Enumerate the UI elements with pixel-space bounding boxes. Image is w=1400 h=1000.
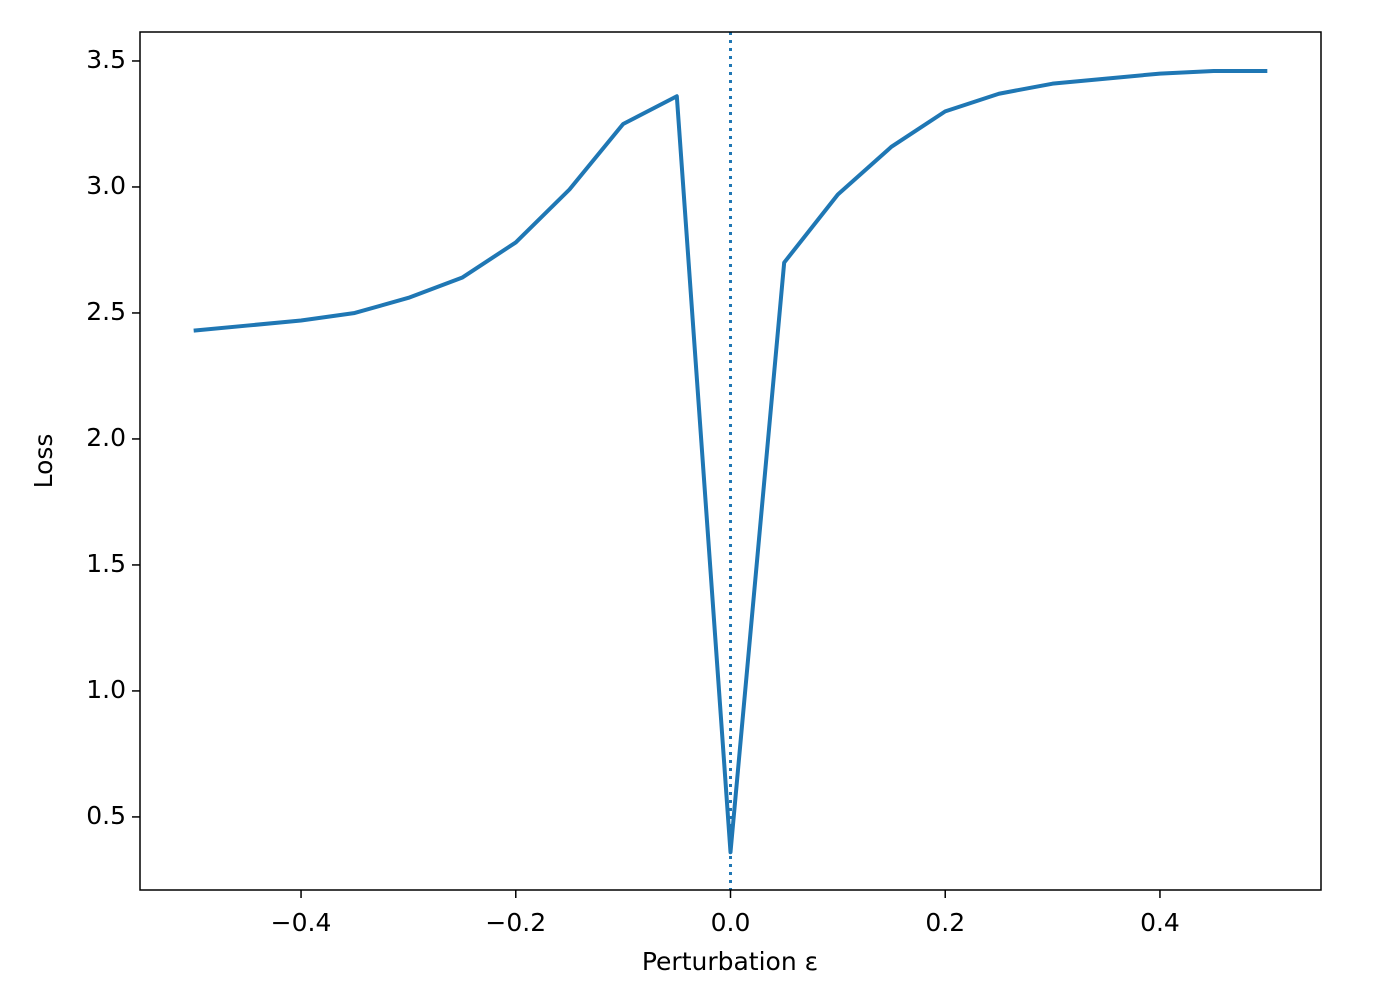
y-tick-label: 2.0 (86, 423, 126, 452)
x-tick-label: −0.4 (271, 908, 332, 937)
y-axis-label: Loss (29, 434, 58, 489)
y-tick-label: 3.5 (86, 45, 126, 74)
y-tick-label: 1.0 (86, 675, 126, 704)
x-tick-label: 0.4 (1140, 908, 1180, 937)
y-tick-label: 1.5 (86, 549, 126, 578)
y-tick-label: 3.0 (86, 171, 126, 200)
y-tick-label: 0.5 (86, 801, 126, 830)
x-axis-label: Perturbation ε (642, 947, 818, 976)
x-tick-label: −0.2 (485, 908, 546, 937)
y-tick-label: 2.5 (86, 297, 126, 326)
x-tick-label: 0.0 (711, 908, 751, 937)
plot-frame (139, 31, 1322, 891)
x-tick-label: 0.2 (925, 908, 965, 937)
data-line (193, 69, 1268, 855)
